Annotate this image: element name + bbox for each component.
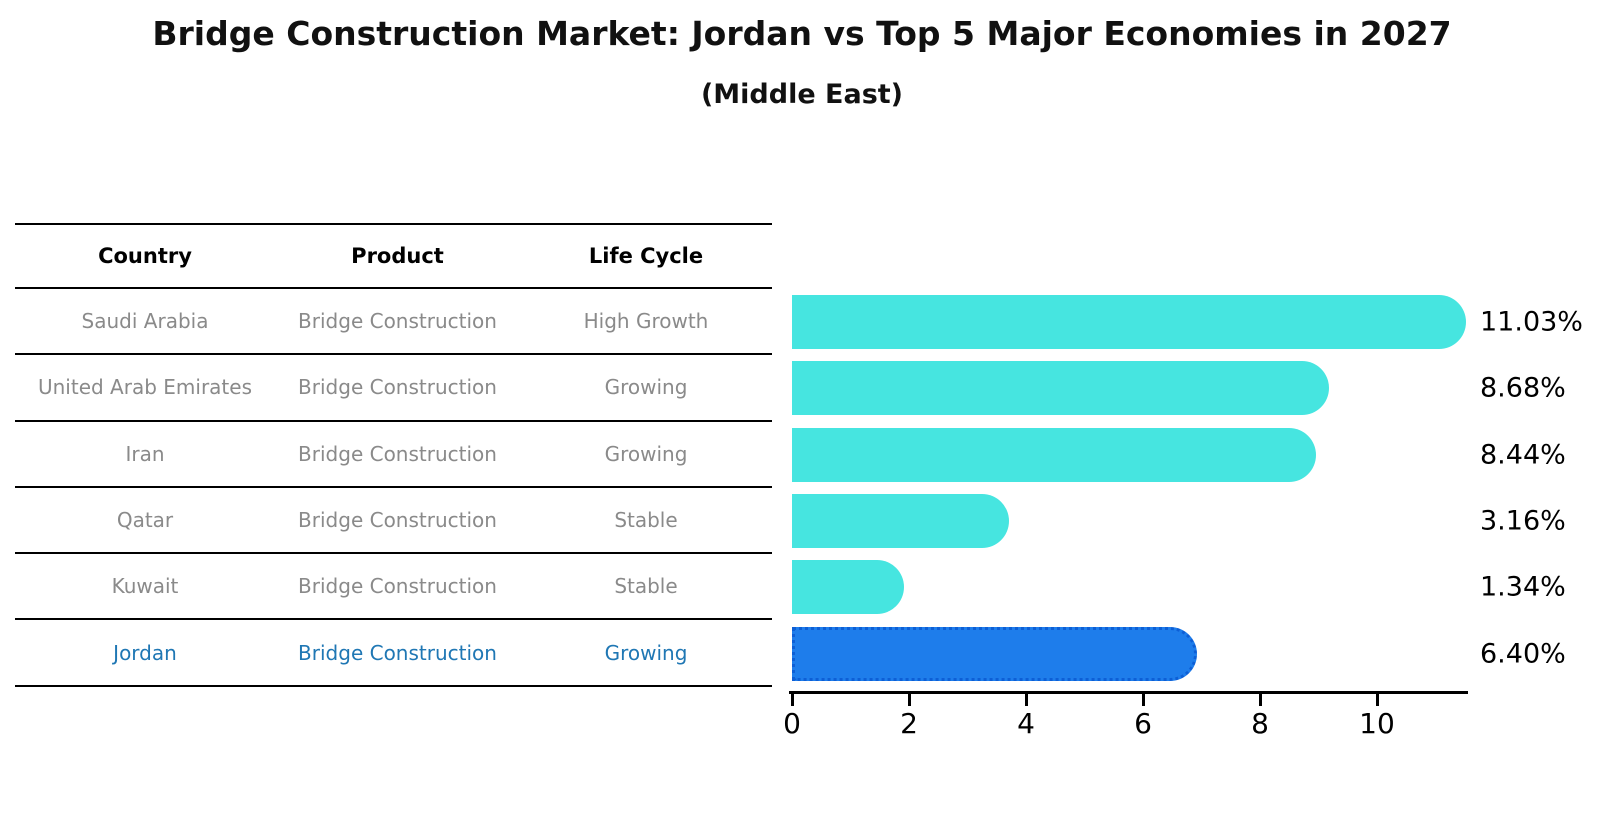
column-header-product: Product (351, 244, 444, 268)
column-header-lifecycle: Life Cycle (588, 244, 704, 268)
bar-value-label: 3.16% (1480, 505, 1566, 537)
bar-value-label: 11.03% (1480, 306, 1583, 338)
bar-iran (792, 427, 1316, 482)
cell-product: Bridge Construction (298, 441, 497, 466)
bar-kuwait (792, 560, 904, 615)
page-subtitle: (Middle East) (700, 79, 904, 110)
cell-country: Iran (125, 441, 165, 466)
cell-country: Saudi Arabia (81, 309, 209, 334)
cell-country: Kuwait (111, 574, 179, 599)
data-table: Country Product Life Cycle Saudi Arabia B… (15, 223, 772, 687)
x-axis-tick-label: 6 (1134, 707, 1152, 740)
table-body: Saudi Arabia Bridge Construction High Grow… (15, 289, 772, 687)
cell-country: Jordan (113, 640, 177, 665)
cell-lifecycle: Growing (604, 640, 688, 665)
cell-lifecycle: Stable (614, 574, 678, 599)
cell-product: Bridge Construction (298, 508, 497, 533)
cell-product: Bridge Construction (298, 309, 497, 334)
table-row: Jordan Bridge Construction Growing (15, 620, 772, 687)
bar-qatar (792, 494, 1010, 549)
cell-product: Bridge Construction (298, 640, 497, 665)
x-axis-tick (1141, 694, 1145, 706)
x-axis-tick (790, 694, 794, 706)
table-header-row: Country Product Life Cycle (15, 223, 772, 289)
x-axis-tick (907, 694, 911, 706)
x-axis-tick (1375, 694, 1379, 706)
cell-lifecycle: High Growth (583, 309, 709, 334)
cell-lifecycle: Growing (604, 375, 688, 400)
table-row: Kuwait Bridge Construction Stable (15, 554, 772, 621)
table-row: Saudi Arabia Bridge Construction High Grow… (15, 289, 772, 356)
page-title: Bridge Construction Market: Jordan vs To… (152, 14, 1452, 53)
x-axis-tick-label: 10 (1359, 707, 1395, 740)
cell-country: Qatar (116, 508, 174, 533)
table-row: Qatar Bridge Construction Stable (15, 488, 772, 555)
cell-product: Bridge Construction (298, 375, 497, 400)
bar-value-label: 8.44% (1480, 439, 1566, 471)
bar-value-label: 6.40% (1480, 638, 1566, 670)
x-axis-tick (1024, 694, 1028, 706)
x-axis-tick-label: 8 (1251, 707, 1269, 740)
x-axis-tick-label: 0 (783, 707, 801, 740)
cell-country: United Arab Emirates (37, 375, 252, 400)
x-axis-tick (1258, 694, 1262, 706)
bar-value-label: 8.68% (1480, 372, 1566, 404)
bar-value-label: 1.34% (1480, 571, 1566, 603)
bar-saudi-arabia (792, 295, 1466, 350)
cell-lifecycle: Stable (614, 508, 678, 533)
cell-lifecycle: Growing (604, 441, 688, 466)
cell-product: Bridge Construction (298, 574, 497, 599)
bar-united-arab-emirates (792, 361, 1330, 416)
bar-jordan (792, 626, 1198, 681)
x-axis-tick-label: 2 (900, 707, 918, 740)
x-axis-tick-label: 4 (1017, 707, 1035, 740)
table-row: Iran Bridge Construction Growing (15, 422, 772, 488)
column-header-country: Country (98, 244, 192, 268)
table-row: United Arab Emirates Bridge Construction G… (15, 355, 772, 422)
x-axis-line (789, 691, 1468, 694)
